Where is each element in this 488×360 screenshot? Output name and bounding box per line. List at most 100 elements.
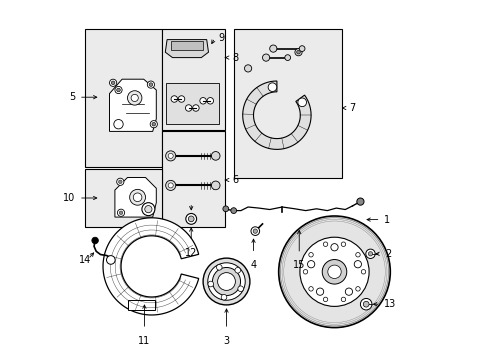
Circle shape: [150, 121, 157, 128]
Circle shape: [142, 203, 155, 216]
Circle shape: [211, 181, 220, 190]
Circle shape: [165, 151, 175, 161]
Text: 13: 13: [384, 299, 396, 309]
Circle shape: [152, 122, 155, 126]
Text: 11: 11: [138, 336, 150, 346]
Circle shape: [355, 252, 360, 257]
Circle shape: [297, 98, 306, 107]
Circle shape: [206, 98, 213, 104]
Circle shape: [115, 86, 122, 94]
Circle shape: [178, 96, 184, 102]
Circle shape: [341, 297, 345, 302]
Circle shape: [109, 79, 117, 86]
Bar: [85, 169, 162, 227]
Circle shape: [223, 206, 228, 212]
Text: 15: 15: [292, 260, 305, 270]
Circle shape: [114, 120, 123, 129]
Circle shape: [149, 83, 152, 86]
Circle shape: [117, 178, 123, 185]
Circle shape: [107, 256, 113, 262]
Circle shape: [133, 193, 142, 202]
Circle shape: [230, 208, 236, 213]
Text: 7: 7: [349, 103, 355, 113]
Polygon shape: [103, 218, 198, 315]
Text: 3: 3: [223, 336, 229, 346]
Circle shape: [217, 273, 235, 291]
Circle shape: [353, 261, 361, 268]
Circle shape: [303, 270, 307, 274]
Circle shape: [119, 211, 122, 215]
Circle shape: [307, 261, 314, 268]
Circle shape: [269, 45, 276, 52]
Circle shape: [262, 54, 269, 61]
Text: 12: 12: [184, 248, 197, 258]
Circle shape: [185, 213, 196, 224]
Circle shape: [341, 242, 345, 247]
Circle shape: [322, 260, 346, 284]
Circle shape: [111, 81, 115, 85]
Text: 2: 2: [384, 249, 390, 259]
Circle shape: [127, 91, 142, 105]
Circle shape: [200, 98, 206, 104]
Circle shape: [168, 153, 173, 158]
Text: 4: 4: [250, 260, 256, 270]
Circle shape: [330, 244, 337, 251]
Circle shape: [212, 267, 240, 296]
Circle shape: [250, 227, 259, 235]
Circle shape: [129, 189, 145, 205]
Circle shape: [267, 83, 276, 91]
Circle shape: [234, 267, 240, 273]
Circle shape: [356, 198, 363, 205]
Circle shape: [144, 206, 152, 213]
Circle shape: [316, 288, 323, 295]
Circle shape: [284, 55, 290, 60]
Circle shape: [345, 288, 352, 295]
Circle shape: [253, 229, 257, 233]
Text: 9: 9: [218, 33, 224, 43]
Circle shape: [207, 263, 244, 300]
Circle shape: [106, 256, 115, 264]
Circle shape: [327, 265, 341, 279]
Circle shape: [207, 281, 213, 287]
Circle shape: [308, 287, 313, 291]
Circle shape: [165, 180, 175, 190]
Text: 1: 1: [384, 215, 389, 225]
Text: 8: 8: [231, 53, 238, 63]
Circle shape: [299, 46, 305, 51]
Polygon shape: [128, 300, 155, 310]
Text: 14: 14: [79, 255, 91, 265]
Circle shape: [278, 216, 389, 328]
Bar: [166, 83, 219, 124]
Circle shape: [211, 152, 220, 160]
Polygon shape: [165, 40, 208, 58]
Circle shape: [237, 286, 243, 292]
Circle shape: [360, 298, 371, 310]
Circle shape: [299, 237, 368, 306]
Circle shape: [367, 252, 372, 256]
Circle shape: [117, 88, 120, 92]
Bar: [162, 131, 224, 227]
Circle shape: [308, 252, 313, 257]
Circle shape: [168, 183, 173, 188]
Circle shape: [221, 294, 226, 300]
Circle shape: [192, 105, 199, 111]
Circle shape: [365, 249, 374, 258]
Circle shape: [117, 209, 124, 216]
Polygon shape: [242, 81, 310, 149]
Circle shape: [185, 105, 192, 111]
Circle shape: [294, 49, 302, 56]
Circle shape: [355, 287, 360, 291]
Circle shape: [203, 258, 249, 305]
Circle shape: [118, 180, 122, 184]
Circle shape: [323, 242, 327, 247]
Circle shape: [323, 297, 327, 302]
Circle shape: [244, 65, 251, 72]
Text: 6: 6: [231, 175, 238, 185]
Circle shape: [296, 50, 300, 54]
Circle shape: [92, 237, 98, 244]
Bar: [170, 41, 203, 50]
Polygon shape: [115, 177, 156, 217]
Circle shape: [131, 94, 138, 102]
Circle shape: [216, 265, 222, 270]
Circle shape: [147, 81, 154, 88]
